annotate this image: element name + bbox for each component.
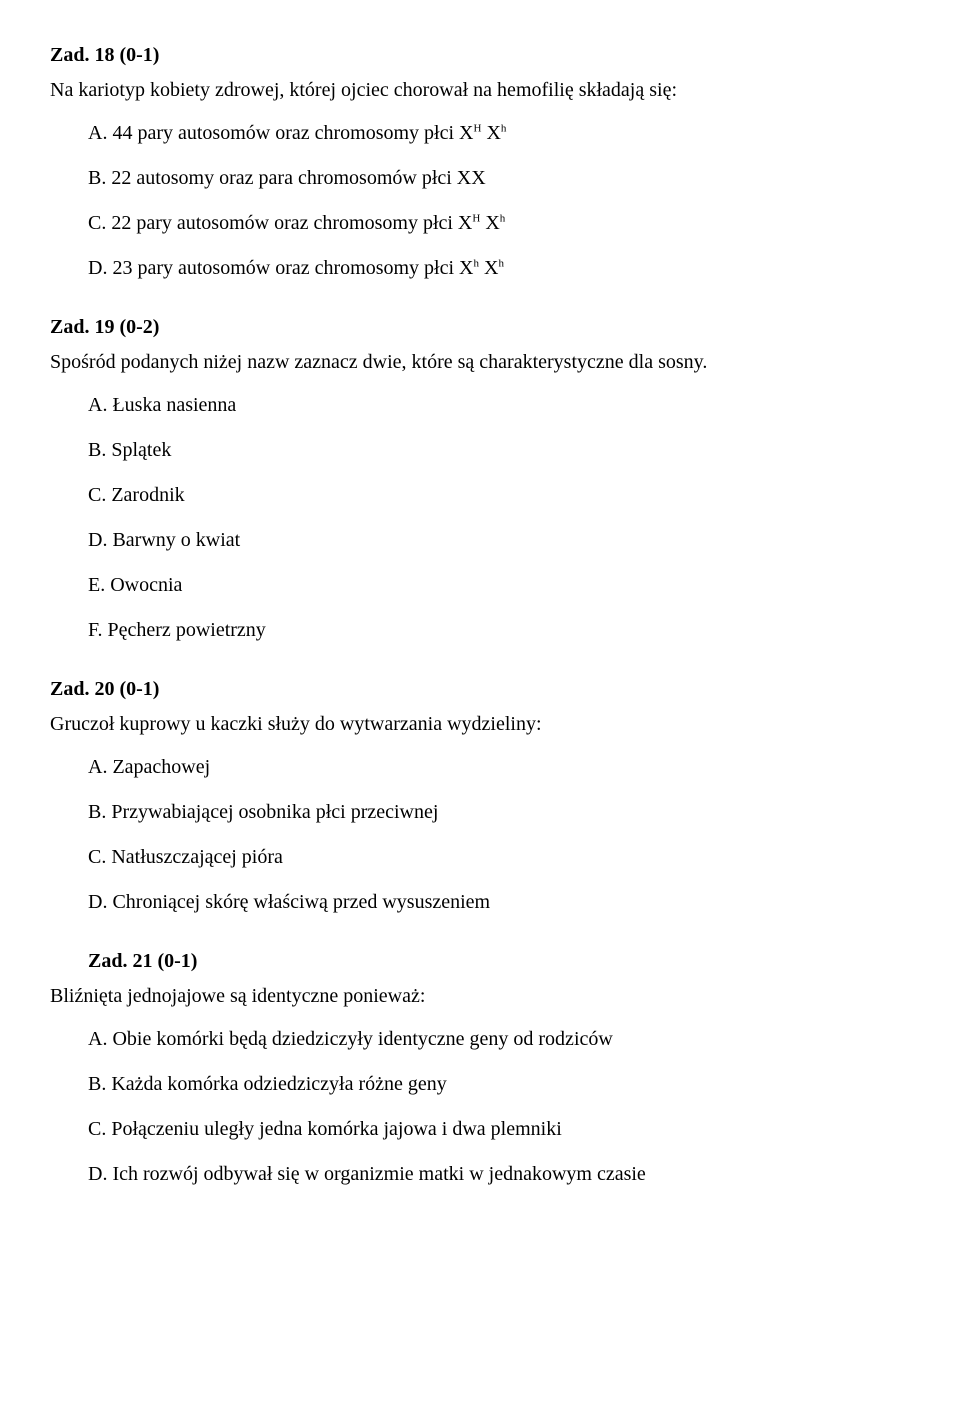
task-21-options: A. Obie komórki będą dziedziczyły identy… [88,1024,910,1190]
task-20-option-d: D. Chroniącej skórę właściwą przed wysus… [88,887,910,918]
task-19-option-c: C. Zarodnik [88,480,910,511]
task-19-option-d: D. Barwny o kwiat [88,525,910,556]
task-19-number: Zad. 19 (0-2) [50,316,159,338]
option-text: C. 22 pary autosomów oraz chromosomy płc… [88,212,472,234]
task-19-option-f: F. Pęcherz powietrzny [88,615,910,646]
task-19-option-a: A. Łuska nasienna [88,390,910,421]
task-20-option-b: B. Przywabiającej osobnika płci przeciwn… [88,797,910,828]
task-19-option-b: B. Splątek [88,435,910,466]
option-text: X [481,122,500,144]
task-21-option-a: A. Obie komórki będą dziedziczyły identy… [88,1024,910,1055]
option-text: X [480,212,499,234]
task-21-intro: Bliźnięta jednojajowe są identyczne poni… [50,981,910,1012]
superscript: h [501,122,507,134]
task-18-option-c: C. 22 pary autosomów oraz chromosomy płc… [88,208,910,239]
task-18-header: Zad. 18 (0-1) [50,40,910,71]
task-18-option-b: B. 22 autosomy oraz para chromosomów płc… [88,163,910,194]
task-20: Zad. 20 (0-1) Gruczoł kuprowy u kaczki s… [50,674,910,918]
task-21-option-b: B. Każda komórka odziedziczyła różne gen… [88,1069,910,1100]
option-text: X [479,257,498,279]
task-20-option-a: A. Zapachowej [88,752,910,783]
superscript: h [500,212,506,224]
task-21: Zad. 21 (0-1) Bliźnięta jednojajowe są i… [50,946,910,1190]
task-19-options: A. Łuska nasienna B. Splątek C. Zarodnik… [88,390,910,646]
task-20-header: Zad. 20 (0-1) [50,674,910,705]
task-21-option-c: C. Połączeniu uległy jedna komórka jajow… [88,1114,910,1145]
task-18: Zad. 18 (0-1) Na kariotyp kobiety zdrowe… [50,40,910,284]
option-text: A. 44 pary autosomów oraz chromosomy płc… [88,122,473,144]
task-21-option-d: D. Ich rozwój odbywał się w organizmie m… [88,1159,910,1190]
task-18-option-a: A. 44 pary autosomów oraz chromosomy płc… [88,118,910,149]
task-19: Zad. 19 (0-2) Spośród podanych niżej naz… [50,312,910,646]
task-18-options: A. 44 pary autosomów oraz chromosomy płc… [88,118,910,284]
task-19-header: Zad. 19 (0-2) [50,312,910,343]
task-20-options: A. Zapachowej B. Przywabiającej osobnika… [88,752,910,918]
option-text: D. 23 pary autosomów oraz chromosomy płc… [88,257,473,279]
superscript: h [498,257,504,269]
task-21-header: Zad. 21 (0-1) [88,946,910,977]
task-20-option-c: C. Natłuszczającej pióra [88,842,910,873]
task-20-intro: Gruczoł kuprowy u kaczki służy do wytwar… [50,709,910,740]
task-18-intro: Na kariotyp kobiety zdrowej, której ojci… [50,75,910,106]
task-19-option-e: E. Owocnia [88,570,910,601]
task-19-intro: Spośród podanych niżej nazw zaznacz dwie… [50,347,910,378]
task-18-number: Zad. 18 (0-1) [50,44,159,66]
task-20-number: Zad. 20 (0-1) [50,678,159,700]
task-21-number: Zad. 21 (0-1) [88,950,197,972]
task-18-option-d: D. 23 pary autosomów oraz chromosomy płc… [88,253,910,284]
